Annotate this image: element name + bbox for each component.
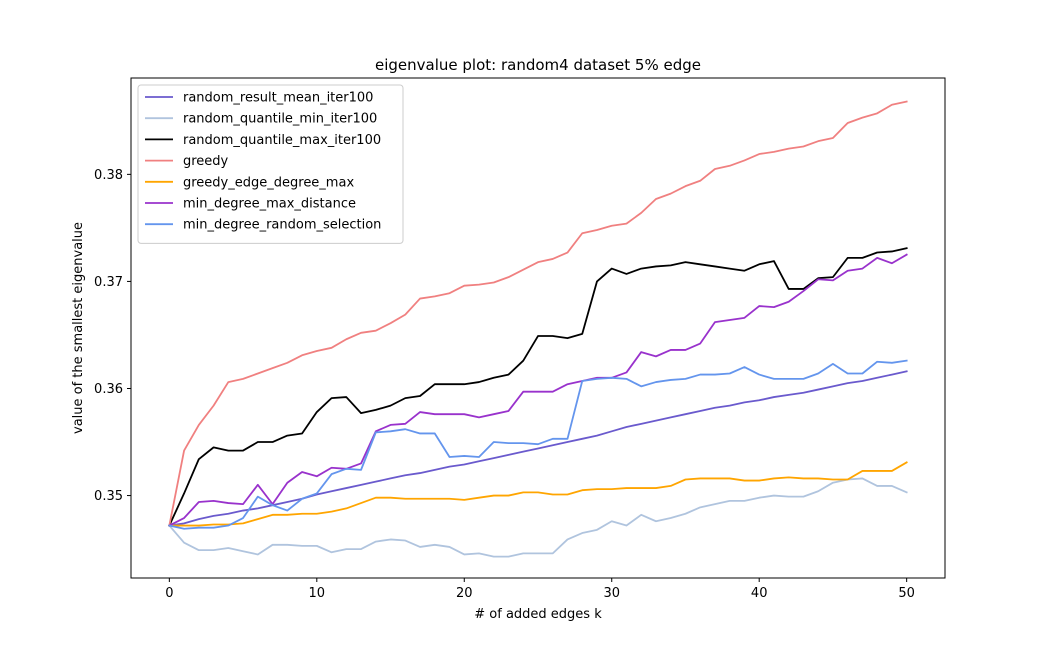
x-tick-label: 50: [898, 586, 915, 601]
series-layer: [168, 100, 908, 558]
series-line-greedy-edge-degree-max: [168, 461, 908, 527]
legend-entry-label: random_quantile_min_iter100: [183, 112, 377, 127]
series-line-random-result-mean-iter100: [168, 370, 908, 527]
axes-layer: 0 10 20 30 40 50 0.35 0.36 0.37 0.38: [94, 77, 946, 601]
series-line-min-degree-random-selection: [168, 359, 908, 530]
legend-box: [137, 84, 404, 244]
legend-entry-label: random_result_mean_iter100: [183, 91, 373, 106]
legend-entry-label: min_degree_max_distance: [183, 197, 356, 212]
series-line-random-quantile-max-iter100: [168, 247, 908, 527]
series-line-min-degree-max-distance: [168, 253, 908, 527]
x-tick-label: 30: [603, 586, 620, 601]
legend-entry-label: min_degree_random_selection: [183, 218, 381, 233]
series-line-random-quantile-min-iter100: [168, 477, 908, 558]
y-tick-label: 0.36: [94, 382, 123, 397]
legend: random_result_mean_iter100 random_quantil…: [137, 84, 404, 244]
x-tick-label: 40: [751, 586, 768, 601]
x-axis-label: # of added edges k: [474, 607, 602, 622]
y-tick-label: 0.35: [94, 489, 123, 504]
y-tick-label: 0.38: [94, 168, 123, 183]
x-tick-label: 10: [309, 586, 326, 601]
x-tick-label: 0: [165, 586, 173, 601]
legend-entry-label: greedy: [183, 154, 229, 169]
series-line-greedy: [168, 100, 908, 527]
plot-frame: [130, 77, 946, 579]
legend-entry-label: random_quantile_max_iter100: [183, 133, 381, 148]
y-axis-label: value of the smallest eigenvalue: [71, 222, 86, 434]
chart-title: eigenvalue plot: random4 dataset 5% edge: [375, 56, 701, 74]
legend-entry-label: greedy_edge_degree_max: [183, 175, 354, 190]
y-tick-label: 0.37: [94, 275, 123, 290]
x-tick-label: 20: [456, 586, 473, 601]
